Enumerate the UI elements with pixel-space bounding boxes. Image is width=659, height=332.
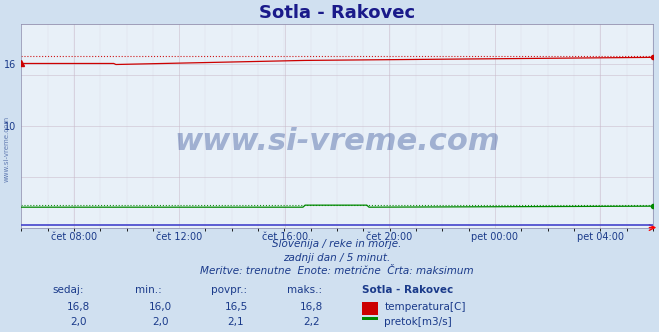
- Text: 2,2: 2,2: [304, 317, 320, 327]
- Text: 16,8: 16,8: [300, 302, 324, 312]
- Text: Slovenija / reke in morje.: Slovenija / reke in morje.: [272, 239, 402, 249]
- Text: povpr.:: povpr.:: [211, 285, 247, 295]
- Text: www.si-vreme.com: www.si-vreme.com: [3, 116, 10, 183]
- Text: 2,0: 2,0: [152, 317, 169, 327]
- Text: 2,1: 2,1: [228, 317, 244, 327]
- FancyBboxPatch shape: [362, 316, 378, 329]
- Text: 16,5: 16,5: [224, 302, 248, 312]
- Text: temperatura[C]: temperatura[C]: [384, 302, 466, 312]
- Text: 2,0: 2,0: [70, 317, 86, 327]
- Text: pretok[m3/s]: pretok[m3/s]: [384, 317, 452, 327]
- Text: www.si-vreme.com: www.si-vreme.com: [174, 127, 500, 156]
- Text: Sotla - Rakovec: Sotla - Rakovec: [362, 285, 453, 295]
- Text: maks.:: maks.:: [287, 285, 322, 295]
- Text: Meritve: trenutne  Enote: metrične  Črta: maksimum: Meritve: trenutne Enote: metrične Črta: …: [200, 267, 474, 277]
- Text: 16,8: 16,8: [67, 302, 90, 312]
- FancyBboxPatch shape: [362, 302, 378, 315]
- Title: Sotla - Rakovec: Sotla - Rakovec: [259, 4, 415, 22]
- Text: 16,0: 16,0: [149, 302, 172, 312]
- Text: sedaj:: sedaj:: [53, 285, 84, 295]
- Text: min.:: min.:: [135, 285, 161, 295]
- Text: zadnji dan / 5 minut.: zadnji dan / 5 minut.: [283, 253, 391, 263]
